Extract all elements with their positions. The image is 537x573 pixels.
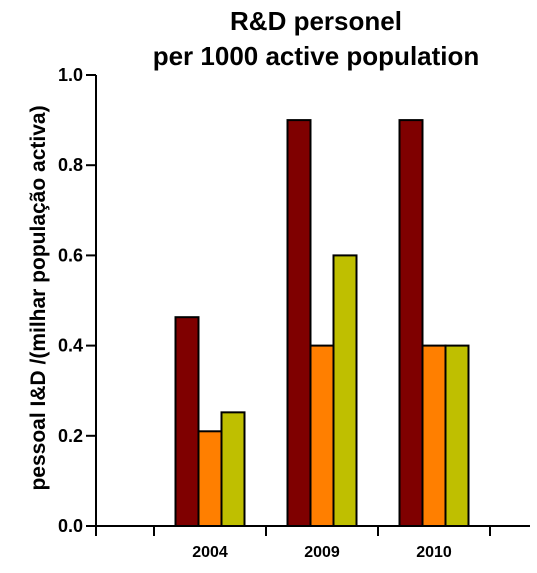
x-tick-label-2010: 2010 (416, 544, 452, 561)
bar-2004-s1 (174, 316, 200, 528)
x-tick-label-2004: 2004 (192, 544, 228, 561)
axes-layer: 2004 2009 2010 0.0 0.2 0.4 0.6 0.8 1.0 (58, 65, 530, 561)
bar-2004-s3 (220, 411, 246, 527)
bar-2004-s2 (197, 430, 223, 528)
bar-2010-s1 (398, 119, 424, 527)
bar-2009-s2 (309, 344, 335, 527)
x-tick-label-2009: 2009 (304, 544, 340, 561)
y-axis-label: pessoal I&D /(milhar população activa) (27, 105, 50, 490)
bars-layer (174, 119, 470, 528)
y-tick-label-2: 0.4 (58, 336, 83, 356)
y-tick-label-0: 0.0 (58, 516, 83, 536)
bar-2010-s2 (421, 344, 447, 527)
y-tick-label-5: 1.0 (58, 65, 83, 85)
bar-2009-s3 (332, 254, 358, 527)
y-tick-label-4: 0.8 (58, 155, 83, 175)
bar-2010-s3 (444, 344, 470, 527)
chart-title-line-2: per 1000 active population (153, 41, 480, 71)
y-tick-label-3: 0.6 (58, 245, 83, 265)
y-tick-label-1: 0.2 (58, 426, 83, 446)
chart-title-line-1: R&D personel (230, 6, 402, 36)
bar-2009-s1 (286, 119, 312, 527)
